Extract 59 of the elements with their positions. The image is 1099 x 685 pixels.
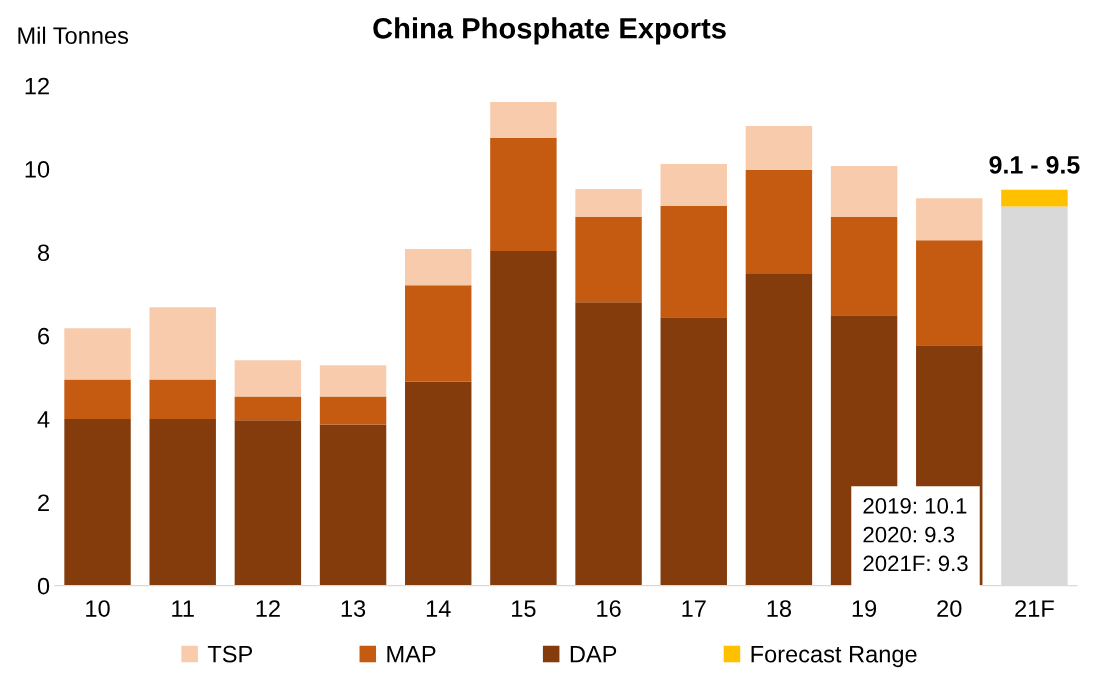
legend-label: MAP xyxy=(387,646,436,663)
x-tick-label: 13 xyxy=(341,600,366,617)
bar xyxy=(745,126,813,170)
bar xyxy=(149,379,216,419)
legend-label: DAP xyxy=(570,646,617,663)
bar xyxy=(745,169,813,274)
x-tick-label: 12 xyxy=(256,600,280,617)
legend-label: Forecast Range xyxy=(751,646,917,668)
bar xyxy=(319,396,387,425)
y-tick-label: 6 xyxy=(38,327,50,345)
bar xyxy=(660,317,727,586)
bar xyxy=(490,101,557,138)
annotation: 9.1 - 9.5 xyxy=(989,156,1080,174)
x-tick-label: 18 xyxy=(767,600,792,617)
legend-label: TSP xyxy=(207,645,253,663)
bar xyxy=(660,206,727,318)
y-tick-label: 8 xyxy=(37,244,50,262)
y-tick-label: 2 xyxy=(38,494,49,511)
bar xyxy=(1001,189,1068,207)
bar xyxy=(575,302,642,586)
bar xyxy=(830,166,898,217)
bar xyxy=(660,163,727,207)
bar xyxy=(234,360,302,397)
bar xyxy=(405,381,472,586)
bar xyxy=(234,396,302,421)
bar xyxy=(149,418,216,586)
y-tick-label: 10 xyxy=(25,161,50,178)
bar xyxy=(64,418,131,586)
bar xyxy=(319,424,387,586)
x-tick-label: 11 xyxy=(172,600,194,617)
bar xyxy=(149,307,216,380)
bar xyxy=(575,188,642,217)
x-tick-label: 10 xyxy=(86,600,110,617)
y-tick-label: 4 xyxy=(37,411,50,428)
x-tick-label: 15 xyxy=(512,600,536,617)
bar xyxy=(575,216,642,303)
y-tick-label: 12 xyxy=(25,77,49,95)
x-tick-label: 19 xyxy=(852,600,877,617)
bar xyxy=(64,379,131,419)
bar xyxy=(319,365,387,397)
bar xyxy=(405,285,472,382)
bar xyxy=(916,198,983,241)
bar xyxy=(405,248,472,286)
y-tick-label: 0 xyxy=(37,577,50,595)
x-tick-label: 21F xyxy=(1015,600,1054,617)
bar xyxy=(916,240,983,346)
bar xyxy=(234,420,302,586)
annotation: 2019: 10.1 2020: 9.3 2021F: 9.3 xyxy=(863,498,968,572)
x-tick-label: 14 xyxy=(426,600,451,617)
bar xyxy=(490,137,557,252)
bar xyxy=(830,216,898,316)
bar xyxy=(745,273,813,586)
y-axis-title: Mil Tonnes xyxy=(18,26,129,45)
bar xyxy=(64,328,131,380)
chart-title: China Phosphate Exports xyxy=(373,17,726,45)
x-tick-label: 16 xyxy=(597,600,621,617)
bar xyxy=(490,251,557,586)
x-tick-label: 17 xyxy=(682,600,706,617)
x-tick-label: 20 xyxy=(937,600,962,617)
